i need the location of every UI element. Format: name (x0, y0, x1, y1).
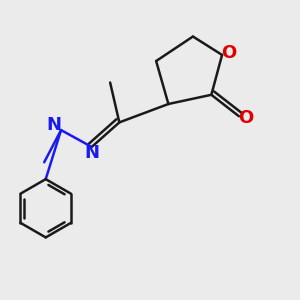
Text: O: O (238, 109, 253, 127)
Text: N: N (84, 144, 99, 162)
Text: N: N (47, 116, 62, 134)
Text: O: O (221, 44, 236, 62)
